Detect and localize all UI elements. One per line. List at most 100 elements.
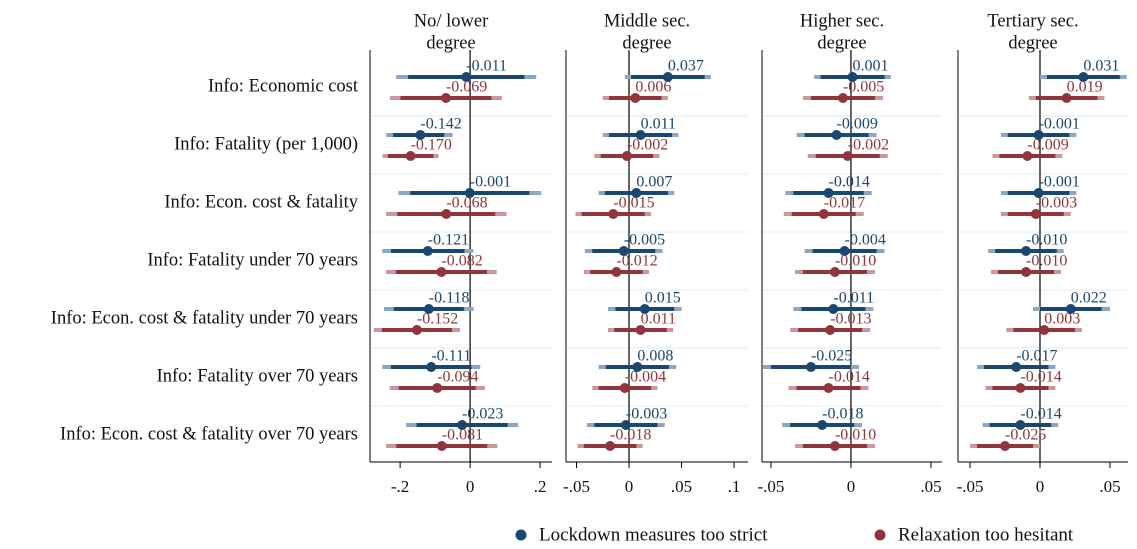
x-tick-label: .05 <box>1099 477 1120 496</box>
point-estimate <box>631 188 642 198</box>
point-estimate <box>632 362 643 372</box>
value-label: -0.081 <box>442 427 483 444</box>
value-label: 0.011 <box>641 116 676 133</box>
panel-title: No/ lower <box>414 11 489 31</box>
value-label: -0.009 <box>837 116 878 133</box>
point-estimate <box>639 304 650 314</box>
x-tick-label: -.05 <box>957 477 984 496</box>
value-label: -0.018 <box>610 427 651 444</box>
point-estimate <box>823 383 834 393</box>
legend-marker <box>874 529 886 541</box>
value-label: -0.009 <box>1027 137 1068 154</box>
value-label: -0.023 <box>462 406 503 423</box>
point-estimate <box>805 362 816 372</box>
x-tick-label: -.05 <box>563 477 590 496</box>
value-label: 0.007 <box>636 174 672 191</box>
point-estimate <box>825 325 836 335</box>
legend-label: Relaxation too hesitant <box>898 524 1074 545</box>
point-estimate <box>818 209 829 219</box>
value-label: -0.094 <box>437 369 478 386</box>
point-estimate <box>837 93 848 103</box>
value-label: -0.014 <box>1020 406 1061 423</box>
point-estimate <box>611 267 622 277</box>
point-estimate <box>405 151 416 161</box>
value-label: -0.002 <box>848 137 889 154</box>
value-label: -0.018 <box>822 406 863 423</box>
value-label: -0.010 <box>835 427 876 444</box>
point-estimate <box>422 246 433 256</box>
value-label: -0.170 <box>411 137 452 154</box>
category-label: Info: Economic cost <box>208 76 359 96</box>
value-label: -0.082 <box>441 253 482 270</box>
category-label: Info: Econ. cost & fatality under 70 yea… <box>51 308 358 328</box>
value-label: -0.001 <box>470 174 511 191</box>
panel-title: degree <box>426 33 475 53</box>
value-label: -0.015 <box>613 195 654 212</box>
value-label: -0.118 <box>429 290 470 307</box>
value-label: -0.152 <box>417 311 458 328</box>
value-label: -0.010 <box>1026 232 1067 249</box>
value-label: -0.001 <box>1039 116 1080 133</box>
point-estimate <box>630 93 641 103</box>
point-estimate <box>618 246 629 256</box>
panel-title: Middle sec. <box>604 11 690 31</box>
point-estimate <box>1000 441 1011 451</box>
value-label: 0.037 <box>668 58 704 75</box>
point-estimate <box>839 246 850 256</box>
point-estimate <box>1065 304 1076 314</box>
point-estimate <box>436 441 447 451</box>
point-estimate <box>608 209 619 219</box>
category-label: Info: Fatality under 70 years <box>147 250 358 270</box>
point-estimate <box>464 188 475 198</box>
value-label: 0.003 <box>1044 311 1080 328</box>
value-label: -0.013 <box>830 311 871 328</box>
point-estimate <box>1061 93 1072 103</box>
value-label: -0.017 <box>1016 348 1057 365</box>
point-estimate <box>1015 420 1026 430</box>
point-estimate <box>823 188 834 198</box>
value-label: -0.121 <box>428 232 469 249</box>
point-estimate <box>411 325 422 335</box>
x-tick-label: 0 <box>466 477 475 496</box>
point-estimate <box>817 420 828 430</box>
value-label: 0.031 <box>1083 58 1119 75</box>
value-label: -0.025 <box>811 348 852 365</box>
value-label: -0.003 <box>1036 195 1077 212</box>
point-estimate <box>1033 130 1044 140</box>
category-label: Info: Econ. cost & fatality <box>164 192 358 212</box>
value-label: -0.014 <box>829 369 870 386</box>
category-label: Info: Fatality over 70 years <box>157 366 358 386</box>
panel-title: degree <box>622 33 671 53</box>
value-label: -0.004 <box>625 369 666 386</box>
value-label: -0.012 <box>616 253 657 270</box>
point-estimate <box>1015 383 1026 393</box>
value-label: -0.005 <box>624 232 665 249</box>
value-label: -0.014 <box>829 174 870 191</box>
value-label: -0.011 <box>833 290 874 307</box>
x-tick-label: .05 <box>671 477 692 496</box>
point-estimate <box>828 304 839 314</box>
point-estimate <box>1078 72 1089 82</box>
category-label: Info: Fatality (per 1,000) <box>174 134 358 154</box>
point-estimate <box>432 383 443 393</box>
point-estimate <box>842 151 853 161</box>
value-label: -0.004 <box>845 232 886 249</box>
value-label: 0.008 <box>637 348 673 365</box>
value-label: -0.001 <box>1039 174 1080 191</box>
panel-title: Tertiary sec. <box>987 11 1078 31</box>
category-label: Info: Econ. cost & fatality over 70 year… <box>60 424 358 444</box>
point-estimate <box>423 304 434 314</box>
panel-title: degree <box>817 33 866 53</box>
value-label: 0.022 <box>1071 290 1107 307</box>
x-tick-label: 0 <box>1036 477 1045 496</box>
value-label: -0.010 <box>1026 253 1067 270</box>
legend-label: Lockdown measures too strict <box>539 524 768 545</box>
value-label: -0.011 <box>466 58 507 75</box>
point-estimate <box>605 441 616 451</box>
legend-marker <box>515 529 527 541</box>
value-label: -0.142 <box>420 116 461 133</box>
point-estimate <box>620 420 631 430</box>
point-estimate <box>829 441 840 451</box>
value-label: 0.019 <box>1067 79 1103 96</box>
